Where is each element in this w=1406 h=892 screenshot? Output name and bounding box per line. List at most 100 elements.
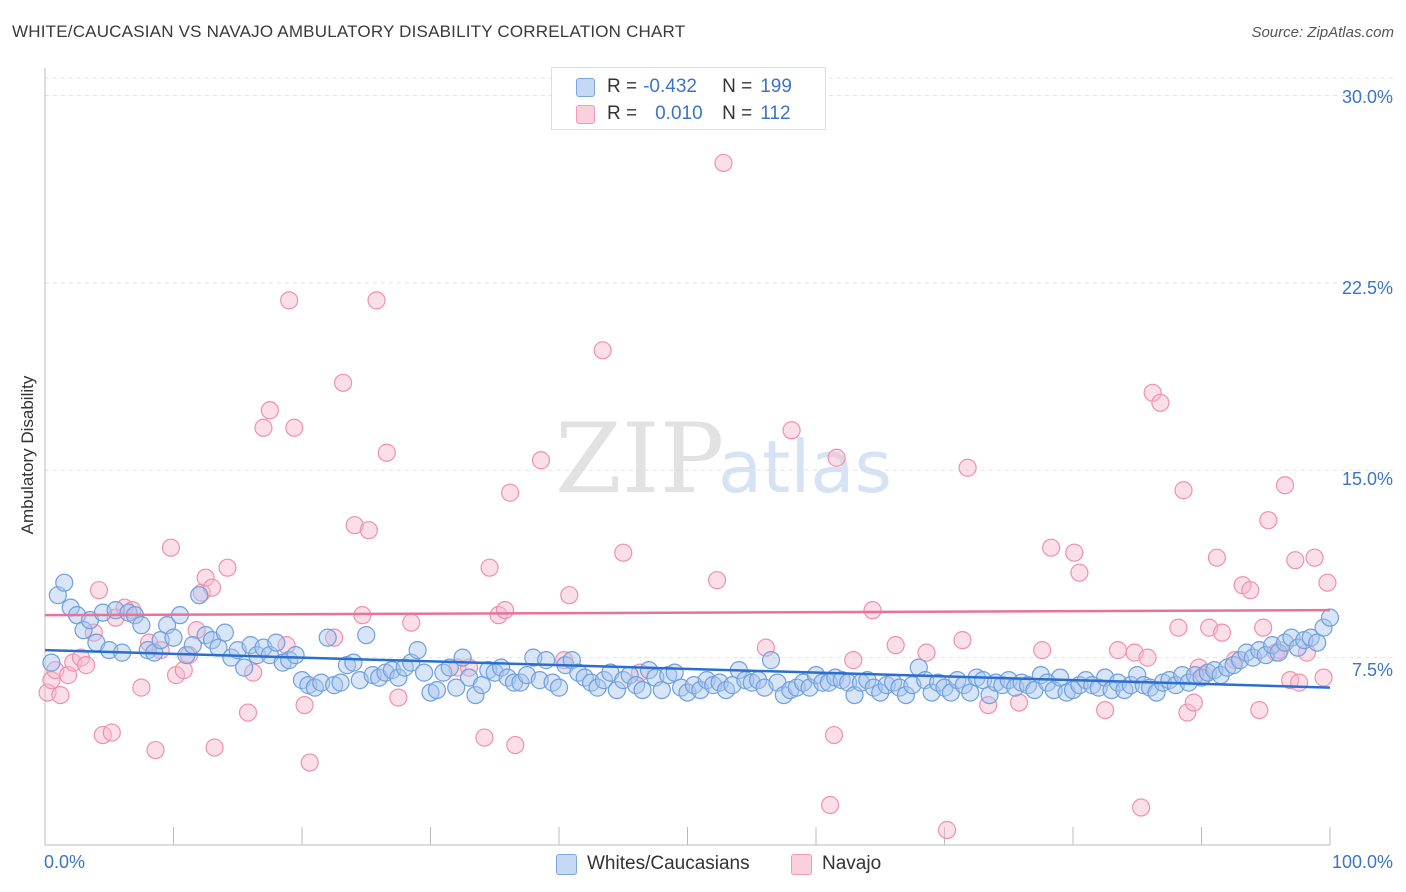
navajo-point xyxy=(1241,581,1260,600)
y-axis-label: Ambulatory Disability xyxy=(18,375,37,535)
navajo-point xyxy=(1207,548,1227,567)
whites-point xyxy=(42,653,61,672)
x-min-label: 0.0% xyxy=(44,852,86,872)
whites-point xyxy=(1051,668,1070,687)
navajo-point xyxy=(560,586,579,605)
navajo-point xyxy=(377,443,396,462)
n-label: N = xyxy=(722,103,753,124)
navajo-point xyxy=(863,601,882,620)
stats-row-navajo: R = 0.010 N = 112 xyxy=(576,102,791,126)
navajo-point xyxy=(1108,641,1128,660)
navajo-point xyxy=(614,543,633,562)
navajo-point xyxy=(51,685,70,705)
watermark-zip: ZIP xyxy=(555,403,724,515)
axes xyxy=(44,68,1331,846)
whites-point xyxy=(190,586,209,605)
legend-item-navajo: Navajo xyxy=(791,851,881,877)
whites-point xyxy=(414,663,434,682)
whites-point xyxy=(588,678,607,697)
whites-point xyxy=(896,685,916,705)
navajo-point xyxy=(1132,798,1151,817)
whites-point xyxy=(1288,638,1307,657)
navajo-point xyxy=(1042,538,1061,557)
navajo-point xyxy=(402,613,421,632)
whites-legend-swatch xyxy=(556,853,577,875)
whites-point xyxy=(331,673,350,692)
navajo-point xyxy=(1143,383,1162,402)
navajo-point xyxy=(707,571,727,590)
navajo-point xyxy=(827,448,846,467)
navajo-point xyxy=(132,678,151,697)
navajo-point xyxy=(886,636,905,655)
navajo-point xyxy=(1314,668,1333,687)
whites-point xyxy=(357,626,376,645)
navajo-point xyxy=(359,521,378,540)
whites-point xyxy=(607,681,626,700)
whites-point xyxy=(594,671,614,690)
whites-point xyxy=(235,658,254,677)
whites-points xyxy=(42,573,1340,705)
navajo-point xyxy=(77,656,96,675)
trend-lines xyxy=(44,608,1331,689)
navajo-point xyxy=(1065,543,1084,562)
navajo-point xyxy=(254,418,273,437)
whites-point xyxy=(55,573,74,592)
whites-point xyxy=(318,628,337,647)
navajo-point xyxy=(146,740,165,760)
whites-point xyxy=(389,668,408,687)
navajo-point xyxy=(1009,693,1029,712)
whites-point xyxy=(267,633,286,652)
n-value: 112 xyxy=(760,103,791,124)
y-tick-30: 30.0% xyxy=(1341,87,1393,107)
whites-point xyxy=(344,653,363,672)
navajo-point xyxy=(1138,648,1157,667)
whites-point xyxy=(440,658,459,677)
whites-point xyxy=(1320,608,1340,627)
whites-point xyxy=(961,683,980,702)
whites-point xyxy=(858,671,877,690)
navajo-point xyxy=(1275,476,1295,495)
watermark: ZIP atlas xyxy=(555,403,892,515)
navajo-point xyxy=(1070,563,1089,582)
whites-trend-line xyxy=(44,648,1331,689)
whites-point xyxy=(472,676,491,695)
navajo-legend-label: Navajo xyxy=(822,853,882,874)
navajo-swatch xyxy=(576,104,595,124)
whites-point xyxy=(74,621,93,640)
whites-point xyxy=(164,628,183,647)
navajo-point xyxy=(1305,548,1324,567)
navajo-point xyxy=(161,538,181,557)
whites-point xyxy=(222,648,241,667)
navajo-trend-line xyxy=(44,608,1331,617)
navajo-point xyxy=(1174,481,1193,500)
navajo-point xyxy=(506,735,525,755)
chart-title: WHITE/CAUCASIAN VS NAVAJO AMBULATORY DIS… xyxy=(12,22,686,41)
navajo-point xyxy=(1250,700,1269,720)
whites-point xyxy=(652,681,671,700)
watermark-atlas: atlas xyxy=(718,425,892,509)
navajo-point xyxy=(844,651,863,670)
navajo-point xyxy=(1178,703,1197,722)
whites-point xyxy=(1308,633,1327,652)
whites-point xyxy=(408,641,427,660)
navajo-point xyxy=(325,628,344,647)
navajo-point xyxy=(102,723,121,742)
whites-point xyxy=(427,681,447,700)
whites-point xyxy=(511,673,530,692)
navajo-point xyxy=(953,631,972,650)
r-label: R = xyxy=(607,76,638,97)
whites-point xyxy=(132,616,151,635)
whites-legend-label: Whites/Caucasians xyxy=(587,853,750,874)
navajo-point xyxy=(495,601,515,620)
navajo-point xyxy=(958,458,977,477)
whites-point xyxy=(639,661,659,680)
source-label: Source: ZipAtlas.com xyxy=(1251,24,1394,41)
whites-point xyxy=(633,681,652,700)
navajo-point xyxy=(367,291,386,310)
navajo-point xyxy=(295,695,314,715)
navajo-point xyxy=(345,516,364,535)
n-value: 199 xyxy=(760,76,792,97)
navajo-point xyxy=(917,643,936,662)
navajo-point xyxy=(1151,393,1170,412)
